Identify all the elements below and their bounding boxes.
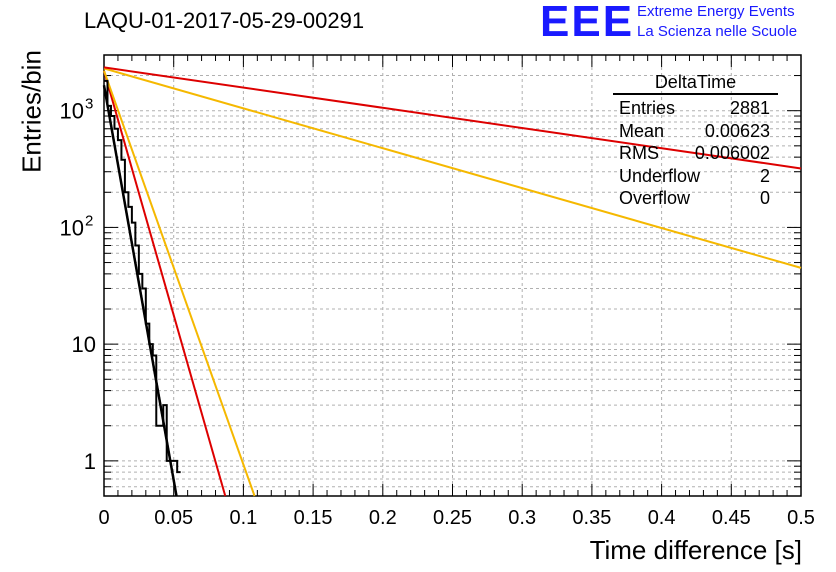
stats-row-entries: Entries 2881 xyxy=(619,98,770,118)
x-tick-label: 0.25 xyxy=(433,507,472,529)
logo-line-2: La Scienza nelle Scuole xyxy=(637,23,798,40)
y-tick-exponent: 3 xyxy=(85,96,93,113)
x-tick-label: 0.05 xyxy=(154,507,193,529)
stats-box: DeltaTime Entries 2881 Mean 0.00623 RMS 0.0… xyxy=(613,71,778,210)
fit-black-overlay xyxy=(102,85,178,497)
x-tick-label: 0.2 xyxy=(369,507,397,529)
histogram-step-line xyxy=(104,79,181,474)
x-tick-label: 0.15 xyxy=(294,507,333,529)
x-tick-label: 0.5 xyxy=(787,507,815,529)
y-tick-label: 10 xyxy=(60,215,84,240)
y-tick-label: 1 xyxy=(84,449,96,474)
stats-row-overflow: Overflow 0 xyxy=(619,188,770,208)
x-tick-label: 0.3 xyxy=(508,507,536,529)
x-tick-label: 0 xyxy=(98,507,109,529)
stats-row-underflow: Underflow 2 xyxy=(619,165,770,186)
eee-logo: EEE xyxy=(540,0,635,46)
y-tick-label: 10 xyxy=(60,99,84,124)
x-tick-label: 0.4 xyxy=(648,507,676,529)
y-axis-label: Entries/bin xyxy=(16,50,47,173)
stats-title: DeltaTime xyxy=(613,71,778,95)
x-tick-label: 0.1 xyxy=(229,507,257,529)
fit-orange-steep-line xyxy=(103,70,256,497)
run-title: LAQU-01-2017-05-29-00291 xyxy=(84,8,365,33)
stats-row-rms: RMS 0.006002 xyxy=(619,143,770,163)
logo-caption: Extreme Energy Events La Scienza nelle S… xyxy=(637,2,797,42)
x-tick-label: 0.35 xyxy=(572,507,611,529)
fit-red-shallow-line xyxy=(103,66,802,170)
x-tick-label: 0.45 xyxy=(712,507,751,529)
y-tick-label: 10 xyxy=(72,332,96,357)
y-tick-exponent: 2 xyxy=(85,212,93,229)
x-axis-label: Time difference [s] xyxy=(589,535,802,565)
logo-line-1: Extreme Energy Events xyxy=(637,3,795,20)
fit-red-steep-line xyxy=(103,70,227,497)
fit-orange-shallow-line xyxy=(103,67,802,269)
stats-row-mean: Mean 0.00623 xyxy=(619,120,770,141)
